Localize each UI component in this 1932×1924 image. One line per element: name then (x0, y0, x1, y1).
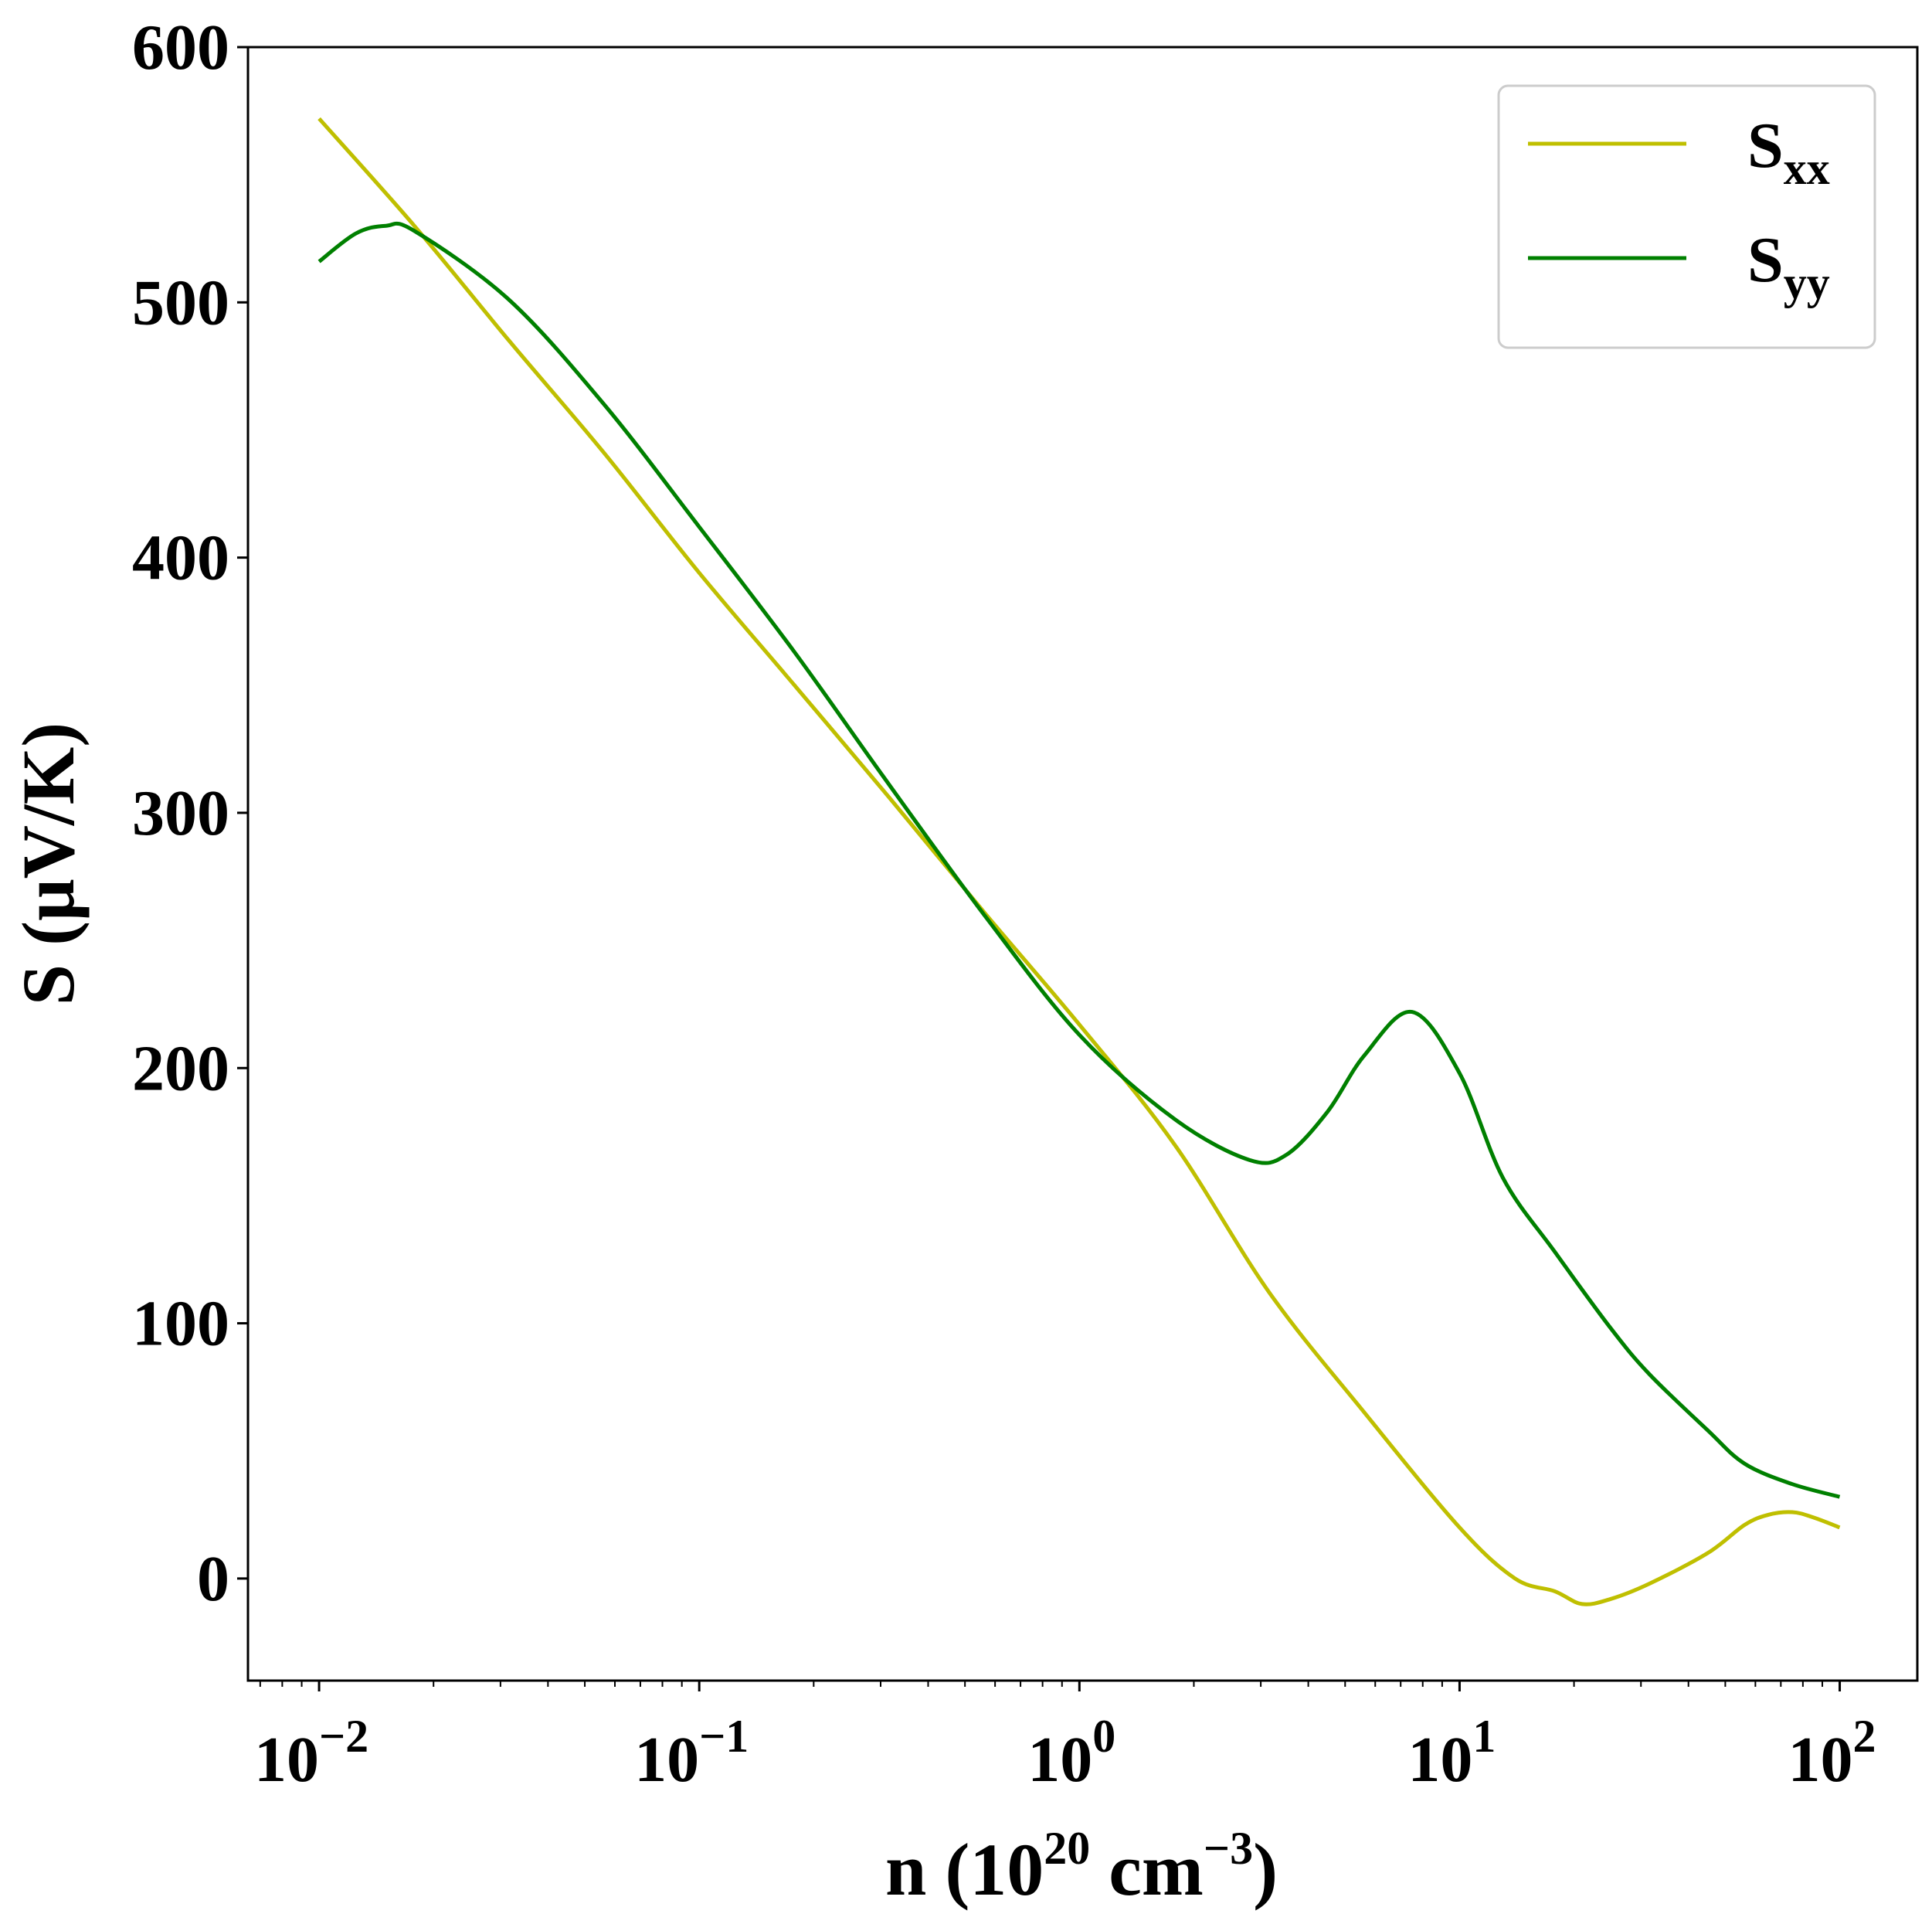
x-tick-label-exp: 0 (1092, 1711, 1115, 1762)
y-tick-label: 100 (132, 1288, 229, 1360)
x-tick-label: 10−1 (634, 1711, 749, 1796)
x-axis-label-exp1: 20 (1044, 1823, 1090, 1874)
legend-box (1497, 84, 1876, 349)
x-tick-label: 10−2 (254, 1711, 368, 1796)
y-tick-label: 600 (132, 12, 229, 83)
legend-label-sxx-main: S (1747, 110, 1784, 182)
series-lines (317, 117, 1841, 1606)
legend-label-syy-sub: yy (1784, 257, 1830, 308)
series-line-sxx (317, 117, 1841, 1606)
y-axis-ticks: 0 100 200 300 400 500 600 (132, 12, 248, 1615)
x-axis-ticks: 10−2 10−1 100 101 102 (254, 1681, 1876, 1796)
legend-label-sxx: Sxx (1747, 110, 1830, 194)
x-tick-label-exp: −1 (699, 1711, 749, 1762)
legend-label-syy-main: S (1747, 224, 1784, 296)
x-axis-label-end: ) (1253, 1828, 1278, 1911)
x-axis-label-exp2: −3 (1204, 1823, 1253, 1874)
x-tick-label: 100 (1027, 1711, 1115, 1796)
x-axis-label-base: n (10 (885, 1828, 1044, 1911)
legend-label-sxx-sub: xx (1784, 143, 1830, 194)
x-axis-label-mid: cm (1090, 1828, 1204, 1911)
y-tick-label: 500 (132, 267, 229, 338)
x-tick-label-base: 10 (634, 1724, 699, 1796)
x-tick-label: 101 (1407, 1711, 1496, 1796)
y-axis-label: S (μV/K) (7, 722, 90, 1005)
x-tick-label-exp: 2 (1853, 1711, 1876, 1762)
x-tick-label-base: 10 (1027, 1724, 1092, 1796)
x-axis-minor-ticks (259, 1681, 1824, 1687)
x-tick-label-exp: −2 (319, 1711, 368, 1762)
x-tick-label: 102 (1788, 1711, 1876, 1796)
x-tick-label-base: 10 (1407, 1724, 1472, 1796)
legend: Sxx Syy (1497, 84, 1876, 349)
series-line-syy (317, 221, 1841, 1499)
x-tick-label-base: 10 (1788, 1724, 1853, 1796)
x-tick-label-base: 10 (254, 1724, 319, 1796)
x-axis-label: n (1020 cm−3) (885, 1823, 1278, 1911)
x-tick-label-exp: 1 (1472, 1711, 1496, 1762)
y-tick-label: 400 (132, 522, 229, 594)
plot-frame (246, 46, 1919, 1682)
y-tick-label: 0 (197, 1543, 229, 1615)
y-tick-label: 200 (132, 1032, 229, 1104)
legend-label-syy: Syy (1747, 224, 1830, 308)
y-tick-label: 300 (132, 777, 229, 849)
